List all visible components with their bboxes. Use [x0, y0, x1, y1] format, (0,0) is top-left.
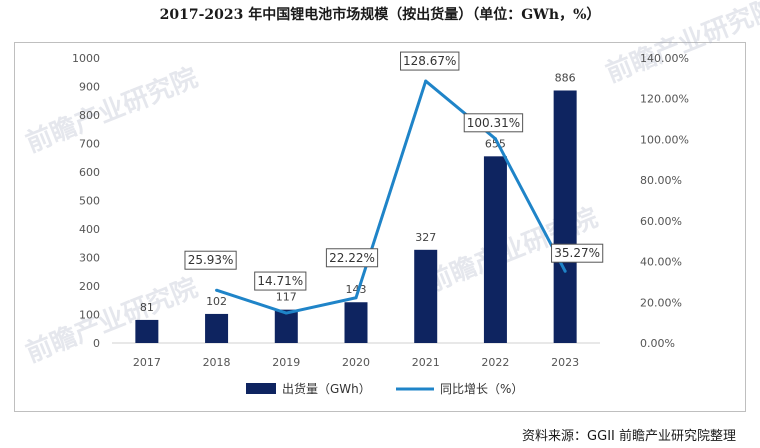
y-left-tick-label: 600 [79, 166, 100, 179]
y-right-tick-label: 120.00% [640, 93, 689, 106]
growth-point [493, 137, 497, 141]
x-tick-label: 2019 [272, 356, 300, 369]
bar-value-label: 886 [555, 71, 576, 84]
growth-label-box [551, 243, 604, 263]
y-right-tick-label: 80.00% [640, 174, 682, 187]
bar-value-label: 81 [140, 301, 154, 314]
growth-point [354, 296, 358, 300]
bar [414, 249, 438, 343]
growth-label: 14.71% [257, 274, 303, 288]
y-left-tick-label: 200 [79, 280, 100, 293]
bar [344, 302, 368, 343]
bar [135, 319, 159, 343]
y-left-tick-label: 500 [79, 195, 100, 208]
growth-point [215, 288, 219, 292]
y-right-tick-label: 100.00% [640, 133, 689, 146]
bar-value-label: 327 [415, 231, 436, 244]
x-tick-label: 2021 [412, 356, 440, 369]
bar [553, 90, 577, 344]
y-left-tick-label: 700 [79, 138, 100, 151]
chart-frame [14, 42, 746, 412]
growth-label-box [254, 271, 307, 291]
growth-label-box [184, 250, 237, 270]
y-left-tick-label: 100 [79, 309, 100, 322]
y-left-tick-label: 400 [79, 223, 100, 236]
chart-title: 2017-2023 年中国锂电池市场规模（按出货量）（单位：GWh，%） [159, 7, 601, 23]
growth-line [216, 79, 567, 315]
growth-point [424, 79, 428, 83]
bar-value-label: 117 [276, 291, 297, 304]
x-tick-label: 2022 [481, 356, 509, 369]
y-right-tick-label: 0.00% [640, 337, 675, 350]
y-right-tick-label: 40.00% [640, 256, 682, 269]
y-left-tick-label: 900 [79, 81, 100, 94]
legend-bar-swatch [246, 383, 276, 394]
x-tick-label: 2023 [551, 356, 579, 369]
growth-label-box [325, 248, 379, 268]
x-tick-label: 2017 [133, 356, 161, 369]
y-left-tick-label: 0 [93, 337, 100, 350]
bar [483, 156, 507, 343]
source-note: 资料来源：GGII 前瞻产业研究院整理 [522, 429, 736, 444]
growth-label: 100.31% [467, 116, 520, 130]
bar-value-label: 143 [346, 283, 367, 296]
x-tick-label: 2020 [342, 356, 370, 369]
y-left-tick-label: 300 [79, 252, 100, 265]
growth-label: 25.93% [188, 253, 234, 267]
bar [205, 313, 229, 343]
growth-label-box [463, 113, 524, 133]
y-right-tick-label: 20.00% [640, 296, 682, 309]
y-right-tick-label: 60.00% [640, 215, 682, 228]
growth-point [284, 311, 288, 315]
y-right-tick-label: 140.00% [640, 52, 689, 65]
growth-label: 22.22% [329, 251, 375, 265]
y-left-tick-label: 1000 [72, 52, 100, 65]
legend-bar-label: 出货量（GWh） [282, 381, 371, 396]
legend-line-label: 同比增长（%） [440, 382, 523, 396]
x-tick-label: 2018 [203, 356, 231, 369]
bar-value-label: 102 [206, 295, 227, 308]
y-left-tick-label: 800 [79, 109, 100, 122]
growth-label: 35.27% [554, 246, 600, 260]
growth-label-box [400, 51, 460, 71]
growth-label: 128.67% [403, 54, 456, 68]
bar [274, 309, 298, 343]
growth-point [563, 269, 567, 273]
